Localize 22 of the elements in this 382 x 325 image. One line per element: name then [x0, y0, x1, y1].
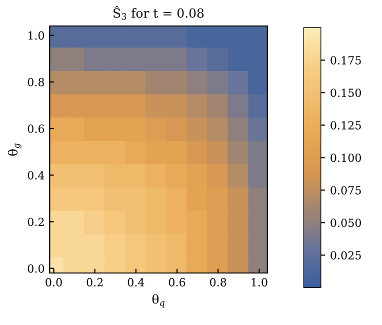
x-axis-title: θ$_{q}$: [152, 294, 165, 308]
y-tick-label: 0.0: [28, 264, 44, 273]
x-tick-label: 0.2: [86, 278, 103, 286]
color-bar-label: 0.125: [330, 121, 361, 130]
y-axis-title: θ$_{g}$: [8, 143, 22, 156]
color-bar-label: 0.025: [330, 251, 361, 260]
y-tick-label: 0.6: [28, 124, 44, 133]
x-tick-label: 0.4: [128, 278, 144, 286]
y-tick-label: 0.4: [28, 171, 44, 180]
y-tick-label: 0.8: [28, 78, 44, 86]
x-tick-label: 0.6: [168, 278, 186, 286]
y-tick-label: 0.2: [28, 218, 44, 226]
x-tick-label: 1.0: [252, 278, 268, 286]
color-bar-label: 0.050: [330, 218, 361, 228]
y-tick-label: 1.0: [28, 31, 44, 40]
x-tick-label: 0.0: [46, 278, 62, 286]
x-tick-label: 0.8: [210, 278, 226, 286]
color-bar-label: 0.100: [330, 154, 361, 162]
color-bar-label: 0.175: [330, 56, 361, 65]
color-bar-label: 0.075: [330, 186, 361, 195]
color-bar-label: 0.150: [330, 88, 361, 98]
chart-title: Ŝ$_{3}$ for t = 0.08: [114, 6, 204, 20]
